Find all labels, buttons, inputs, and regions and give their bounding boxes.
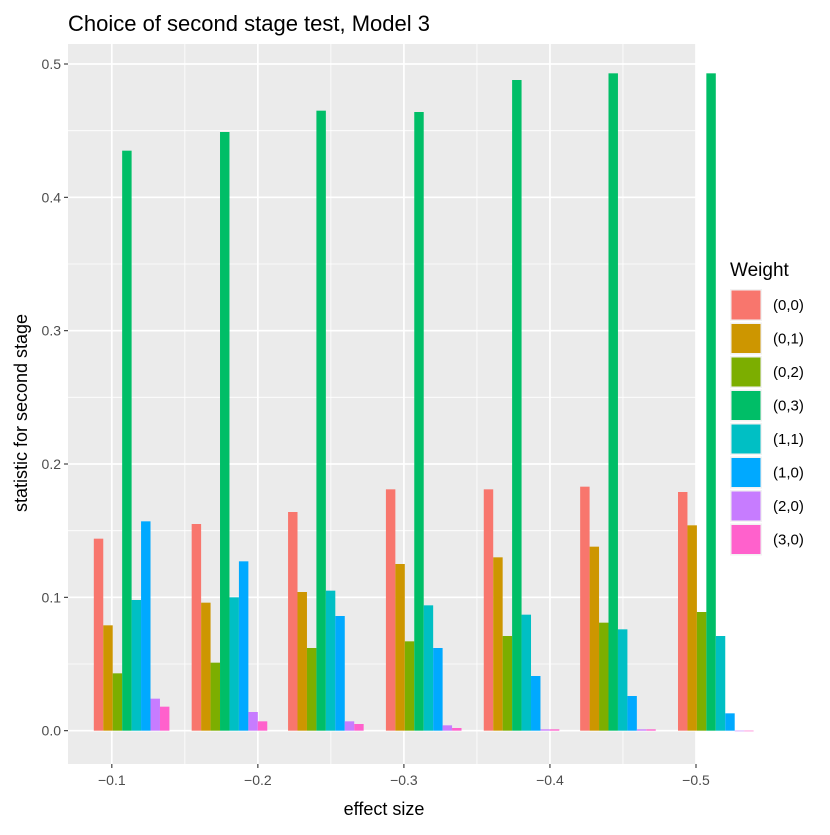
axes: 0.0 0.1 0.2 0.3 0.4 0.5 −0.1 −0.2 −0.3 −0.4 −0.5	[42, 56, 711, 788]
bar	[220, 132, 230, 731]
y-tick-label: 0.0	[42, 723, 62, 739]
bar	[617, 629, 628, 731]
bar	[159, 706, 170, 731]
legend-swatch	[731, 458, 761, 487]
bar	[452, 728, 462, 731]
bar	[483, 489, 494, 731]
legend-label: (0,3)	[773, 398, 804, 415]
bar	[442, 725, 453, 731]
bar	[316, 110, 326, 731]
bar	[589, 546, 600, 731]
legend-swatch	[731, 324, 761, 353]
bar	[580, 486, 590, 731]
bar	[306, 648, 317, 731]
bar	[131, 600, 142, 731]
bar	[344, 721, 355, 731]
bar	[687, 525, 697, 731]
bar	[103, 625, 113, 731]
bar	[531, 676, 541, 731]
bar	[715, 636, 726, 731]
bar	[354, 724, 364, 731]
bars	[93, 73, 754, 732]
bar	[395, 564, 405, 731]
bar	[725, 713, 735, 731]
legend-swatch	[731, 357, 761, 387]
y-tick-label: 0.5	[42, 56, 62, 72]
legend-label: (0,0)	[773, 297, 804, 314]
bar	[706, 73, 716, 731]
legend-swatch	[731, 424, 761, 454]
legend-label: (3,0)	[773, 532, 804, 549]
bar	[433, 648, 443, 731]
bar	[141, 521, 151, 731]
bar	[325, 590, 336, 731]
bar	[201, 602, 211, 731]
bar	[257, 721, 268, 731]
bar	[521, 614, 532, 731]
chart-title: Choice of second stage test, Model 3	[68, 11, 430, 36]
legend-swatch	[731, 525, 761, 554]
legend: Weight (0,0) (0,1) (0,2) (0,3) (1,1) (1,0) (2,…	[730, 260, 804, 556]
x-tick-label: −0.5	[682, 772, 710, 788]
legend-swatch	[731, 391, 761, 420]
bar	[414, 112, 424, 731]
bar	[288, 512, 298, 731]
bar	[502, 636, 513, 731]
bar	[229, 597, 239, 731]
bar	[696, 612, 707, 731]
x-tick-label: −0.2	[244, 772, 272, 788]
bar	[93, 538, 104, 731]
legend-label: (1,0)	[773, 465, 804, 482]
y-tick-label: 0.2	[42, 456, 62, 472]
bar	[646, 729, 656, 731]
bar	[297, 592, 307, 731]
bar	[238, 561, 249, 731]
y-tick-label: 0.1	[42, 589, 62, 605]
x-tick-label: −0.4	[536, 772, 564, 788]
bar	[734, 730, 745, 732]
legend-label: (0,2)	[773, 364, 804, 381]
bar	[636, 729, 647, 731]
bar	[210, 662, 221, 731]
bar	[744, 730, 754, 732]
bar	[608, 73, 618, 731]
bar	[122, 150, 132, 731]
bar	[385, 489, 396, 731]
legend-swatch	[731, 290, 761, 320]
x-tick-label: −0.1	[98, 772, 126, 788]
bar	[423, 605, 434, 731]
bar	[112, 673, 123, 731]
legend-label: (1,1)	[773, 431, 804, 448]
bar	[540, 729, 550, 731]
bar	[599, 622, 609, 731]
legend-title: Weight	[730, 260, 790, 281]
y-tick-label: 0.3	[42, 323, 62, 339]
y-tick-label: 0.4	[42, 189, 62, 205]
bar	[150, 698, 160, 731]
bar	[549, 729, 560, 731]
bar	[248, 712, 258, 731]
bar	[678, 492, 688, 731]
legend-label: (0,1)	[773, 331, 804, 348]
y-axis-label: statistic for second stage	[11, 314, 31, 512]
bar	[493, 557, 503, 731]
bar	[512, 80, 522, 731]
bar	[627, 696, 637, 731]
x-tick-label: −0.3	[390, 772, 418, 788]
x-axis-label: effect size	[344, 799, 425, 819]
bar	[191, 524, 202, 731]
bar	[404, 641, 415, 731]
legend-label: (2,0)	[773, 498, 804, 515]
bar	[335, 616, 345, 731]
legend-swatch	[731, 491, 761, 521]
